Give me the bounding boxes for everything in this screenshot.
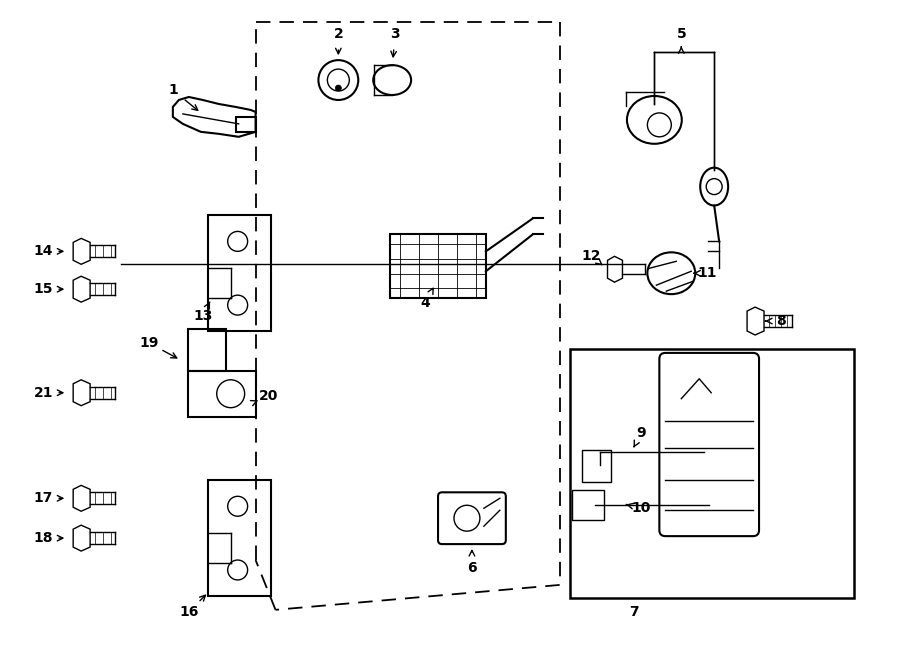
Text: 9: 9	[636, 426, 646, 440]
Text: 11: 11	[698, 266, 717, 280]
Text: 8: 8	[776, 314, 786, 328]
Text: 4: 4	[420, 296, 430, 310]
Text: 6: 6	[467, 561, 477, 575]
Text: 13: 13	[194, 309, 212, 323]
Bar	[572, 490, 604, 520]
Text: 10: 10	[632, 501, 651, 516]
Text: 14: 14	[33, 245, 53, 258]
Text: 5: 5	[677, 27, 686, 41]
Text: 20: 20	[259, 389, 278, 403]
Bar	[581, 451, 611, 483]
Bar	[188, 371, 256, 416]
Text: 21: 21	[33, 386, 53, 400]
Text: 3: 3	[391, 27, 400, 41]
Bar	[188, 329, 226, 371]
Text: 17: 17	[33, 491, 53, 505]
Text: 2: 2	[334, 27, 343, 41]
Bar	[570, 349, 854, 598]
Text: 7: 7	[630, 605, 639, 619]
Text: 16: 16	[179, 605, 199, 619]
Text: 12: 12	[581, 249, 601, 263]
Bar	[391, 235, 486, 298]
Text: 19: 19	[140, 336, 158, 350]
Circle shape	[336, 85, 341, 91]
Text: 15: 15	[33, 282, 53, 296]
Text: 18: 18	[33, 531, 53, 545]
Text: 1: 1	[168, 83, 177, 97]
